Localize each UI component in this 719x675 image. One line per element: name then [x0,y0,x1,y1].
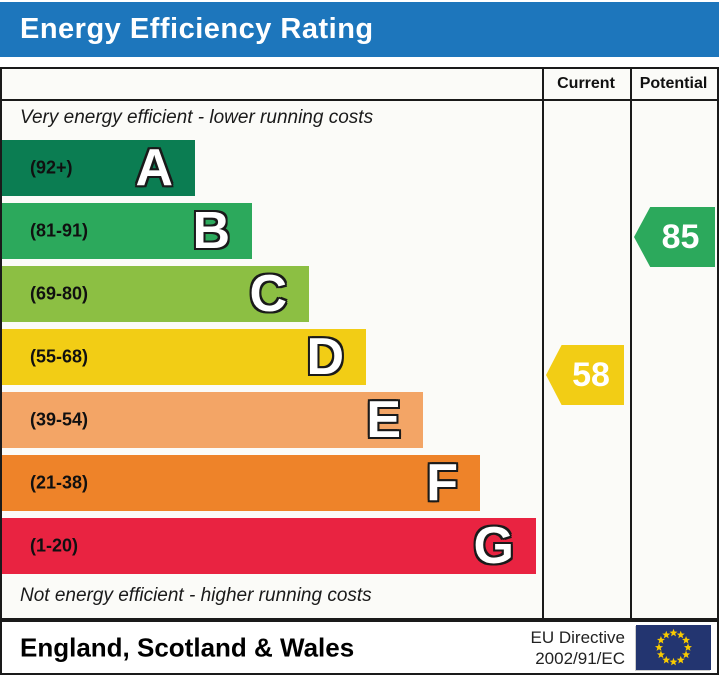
band-range-label: (81-91) [30,220,89,241]
band-range-label: (39-54) [30,409,89,430]
band-range-label: (1-20) [30,535,79,556]
band-bar-D: (55-68) D [2,329,366,385]
band-letter: A [135,139,173,197]
page-title: Energy Efficiency Rating [20,13,374,45]
band-range-label: (92+) [30,157,73,178]
potential-rating-marker: 85 [634,207,715,267]
current-rating-value: 58 [572,355,610,394]
eu-directive-line2: 2002/91/EC [535,648,625,668]
band-range-label: (69-80) [30,283,89,304]
title-bar: Energy Efficiency Rating [0,2,719,57]
band-row-E: (39-54) E [2,392,423,448]
eu-flag-star [656,650,665,659]
eu-flag-star [669,628,678,637]
potential-column-header: Potential [639,75,708,92]
current-column-header: Current [557,75,615,92]
column-divider-current [542,69,544,618]
band-bar-E: (39-54) E [2,392,423,448]
table-header: Current Potential [2,69,717,101]
eu-flag-star [655,643,663,651]
eu-flag-star [676,655,685,664]
top-note: Very energy efficient - lower running co… [20,107,374,128]
band-bar-F: (21-38) F [2,455,480,511]
eu-flag-star [684,643,692,651]
eu-directive-label: EU Directive 2002/91/EC [531,626,625,669]
band-letter: G [473,517,514,575]
eu-directive-line1: EU Directive [530,627,625,647]
potential-rating-value: 85 [661,217,700,256]
eu-flag-icon [636,625,711,670]
rating-table: Current Potential Very energy efficient … [0,67,719,620]
band-row-F: (21-38) F [2,455,480,511]
band-letter: D [306,328,344,386]
band-letter: B [192,202,230,260]
bottom-note: Not energy efficient - higher running co… [20,585,372,606]
band-letter: C [249,265,287,323]
eu-flag-star [676,630,685,639]
band-bar-A: (92+) A [2,140,195,196]
column-divider-potential [630,69,632,618]
eu-flag-star [656,636,665,644]
band-row-G: (1-20) G [2,518,536,574]
band-letter: F [426,454,458,512]
band-row-A: (92+) A [2,140,195,196]
band-range-label: (55-68) [30,346,89,367]
band-row-B: (81-91) B [2,203,252,259]
eu-flag-star [682,636,691,644]
band-letter: E [366,391,401,449]
eu-flag-star [682,650,691,659]
eu-flag-star [662,655,671,664]
region-label: England, Scotland & Wales [20,632,355,662]
current-rating-marker: 58 [546,345,624,405]
eu-flag-star [662,630,671,639]
band-bar-C: (69-80) C [2,266,309,322]
eu-flag-star [669,657,678,666]
band-row-D: (55-68) D [2,329,366,385]
band-row-C: (69-80) C [2,266,309,322]
band-range-label: (21-38) [30,472,89,493]
band-bar-B: (81-91) B [2,203,252,259]
footer: England, Scotland & Wales EU Directive 2… [0,620,719,675]
band-bar-G: (1-20) G [2,518,536,574]
